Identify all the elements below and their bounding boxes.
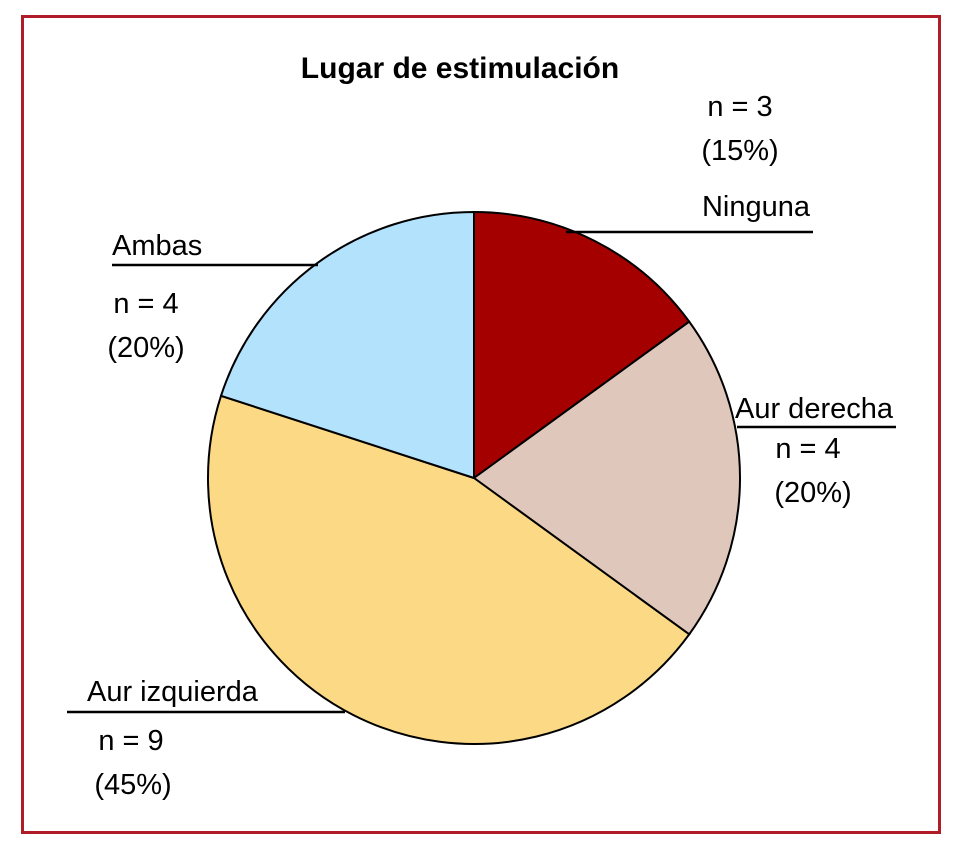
- ninguna-percent-label: (15%): [701, 135, 778, 167]
- aur-izquierda-percent-label: (45%): [94, 769, 171, 801]
- ambas-count-label: n = 4: [113, 288, 178, 320]
- ninguna-count-label: n = 3: [707, 91, 772, 123]
- aur-izquierda-category-label: Aur izquierda: [87, 676, 259, 708]
- aur-derecha-category-label: Aur derecha: [735, 393, 894, 425]
- aur-derecha-percent-label: (20%): [774, 477, 851, 509]
- pie-slice-ninguna: [473, 210, 691, 480]
- chart-frame: [21, 15, 941, 834]
- chart-title: Lugar de estimulación: [301, 52, 619, 85]
- ambas-category-label: Ambas: [112, 230, 202, 262]
- ambas-percent-label: (20%): [107, 332, 184, 364]
- ninguna-category-label: Ninguna: [702, 191, 811, 223]
- pie-slice-aur-izquierda: [207, 394, 691, 745]
- pie-slice-aur-derecha: [472, 320, 741, 636]
- pie-slice-ambas: [219, 210, 475, 480]
- pie-slices: [207, 210, 741, 745]
- aur-izquierda-count-label: n = 9: [98, 725, 163, 757]
- aur-derecha-count-label: n = 4: [775, 433, 840, 465]
